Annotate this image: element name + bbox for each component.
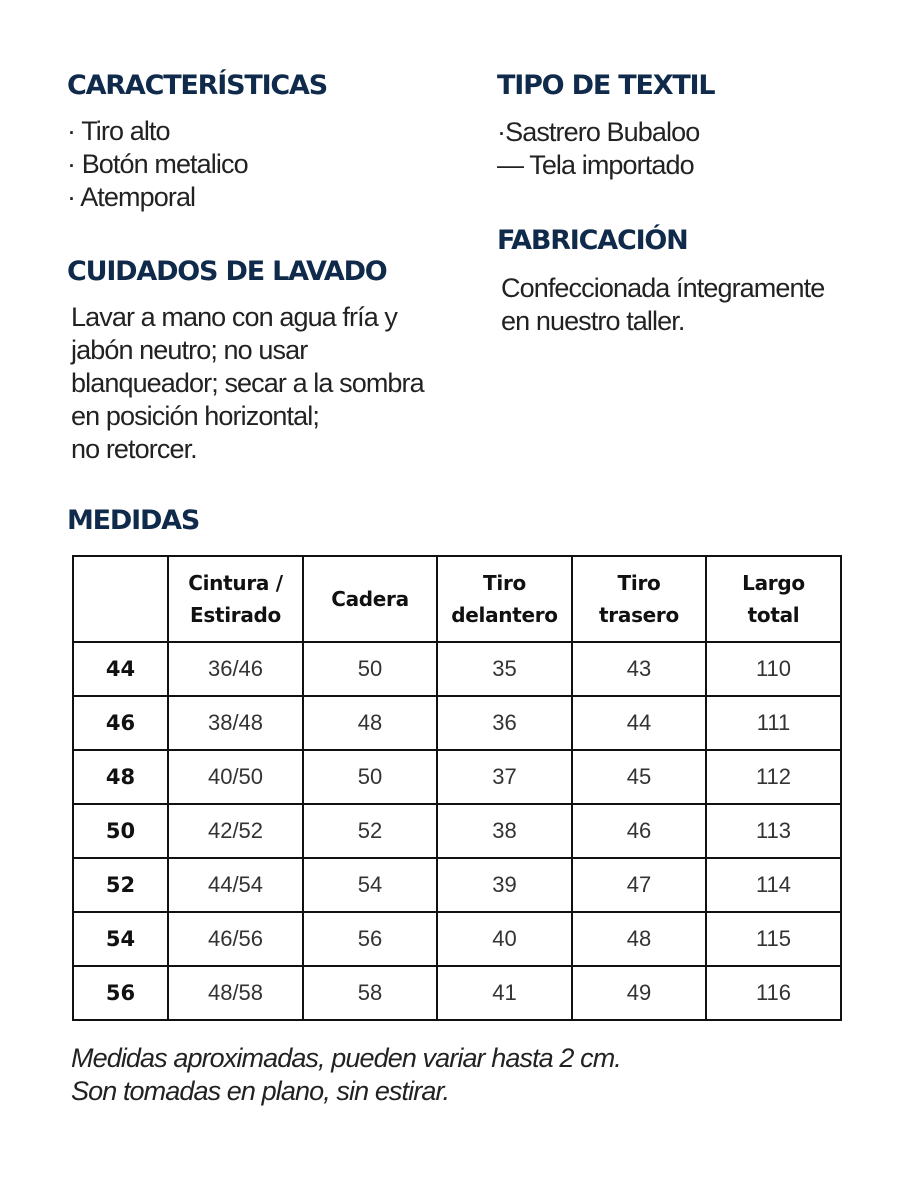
- column-header: [72, 555, 169, 643]
- measure-cell: 44/54: [167, 857, 304, 913]
- measure-cell: 116: [705, 965, 842, 1021]
- size-cell: 50: [72, 803, 169, 859]
- fabricacion-heading: FABRICACIÓN: [497, 225, 689, 256]
- measure-cell: 48/58: [167, 965, 304, 1021]
- column-header: Largo total: [705, 555, 842, 643]
- table-row: 50 42/52 52 38 46 113: [72, 803, 842, 859]
- table-row: 54 46/56 56 40 48 115: [72, 911, 842, 967]
- measure-cell: 45: [571, 749, 707, 805]
- measure-cell: 52: [302, 803, 438, 859]
- list-item: · Atemporal: [67, 182, 196, 212]
- measure-cell: 115: [705, 911, 842, 967]
- table-header-row: Cintura / Estirado Cadera Tiro delantero Ti…: [72, 555, 842, 643]
- text-line: en nuestro taller.: [501, 306, 685, 336]
- column-header: Tiro delantero: [436, 555, 573, 643]
- cuidados-text: Lavar a mano con agua fría y jabón neutr…: [71, 301, 425, 466]
- column-header: Cintura / Estirado: [167, 555, 304, 643]
- measure-cell: 114: [705, 857, 842, 913]
- text-line: no retorcer.: [71, 434, 198, 464]
- cuidados-heading: CUIDADOS DE LAVADO: [67, 256, 388, 287]
- measure-cell: 50: [302, 749, 438, 805]
- table-row: 48 40/50 50 37 45 112: [72, 749, 842, 805]
- measure-cell: 42/52: [167, 803, 304, 859]
- measure-cell: 48: [571, 911, 707, 967]
- text-line: jabón neutro; no usar: [71, 335, 308, 365]
- measure-cell: 38/48: [167, 695, 304, 751]
- table-row: 44 36/46 50 35 43 110: [72, 641, 842, 697]
- size-cell: 48: [72, 749, 169, 805]
- list-item: — Tela importado: [497, 150, 695, 180]
- measure-cell: 46: [571, 803, 707, 859]
- measure-cell: 112: [705, 749, 842, 805]
- text-line: Confeccionada íntegramente: [501, 273, 825, 303]
- column-header: Cadera: [302, 555, 438, 643]
- note-line: Son tomadas en plano, sin estirar.: [71, 1076, 450, 1106]
- size-cell: 52: [72, 857, 169, 913]
- medidas-note: Medidas aproximadas, pueden variar hasta…: [71, 1042, 622, 1108]
- measure-cell: 38: [436, 803, 573, 859]
- measure-cell: 56: [302, 911, 438, 967]
- size-cell: 44: [72, 641, 169, 697]
- measure-cell: 50: [302, 641, 438, 697]
- table-row: 46 38/48 48 36 44 111: [72, 695, 842, 751]
- measure-cell: 44: [571, 695, 707, 751]
- measure-cell: 58: [302, 965, 438, 1021]
- measure-cell: 54: [302, 857, 438, 913]
- textil-heading: TIPO DE TEXTIL: [497, 70, 716, 101]
- table-row: 52 44/54 54 39 47 114: [72, 857, 842, 913]
- caracteristicas-list: · Tiro alto · Botón metalico · Atemporal: [67, 115, 249, 214]
- textil-list: ·Sastrero Bubaloo — Tela importado: [497, 116, 700, 182]
- medidas-heading: MEDIDAS: [67, 505, 200, 536]
- measure-cell: 48: [302, 695, 438, 751]
- measure-cell: 111: [705, 695, 842, 751]
- size-cell: 54: [72, 911, 169, 967]
- text-line: en posición horizontal;: [71, 401, 320, 431]
- measure-cell: 39: [436, 857, 573, 913]
- measure-cell: 37: [436, 749, 573, 805]
- measure-cell: 36/46: [167, 641, 304, 697]
- size-cell: 56: [72, 965, 169, 1021]
- text-line: Lavar a mano con agua fría y: [71, 302, 398, 332]
- measure-cell: 40: [436, 911, 573, 967]
- list-item: · Tiro alto: [67, 116, 171, 146]
- list-item: ·Sastrero Bubaloo: [497, 117, 700, 147]
- measure-cell: 40/50: [167, 749, 304, 805]
- measure-cell: 41: [436, 965, 573, 1021]
- size-cell: 46: [72, 695, 169, 751]
- size-table: Cintura / Estirado Cadera Tiro delantero Ti…: [72, 555, 842, 1021]
- column-header: Tiro trasero: [571, 555, 707, 643]
- text-line: blanqueador; secar a la sombra: [71, 368, 425, 398]
- list-item: · Botón metalico: [67, 149, 249, 179]
- measure-cell: 36: [436, 695, 573, 751]
- measure-cell: 113: [705, 803, 842, 859]
- measure-cell: 49: [571, 965, 707, 1021]
- measure-cell: 35: [436, 641, 573, 697]
- measure-cell: 46/56: [167, 911, 304, 967]
- table-row: 56 48/58 58 41 49 116: [72, 965, 842, 1021]
- caracteristicas-heading: CARACTERÍSTICAS: [67, 70, 328, 101]
- note-line: Medidas aproximadas, pueden variar hasta…: [71, 1043, 622, 1073]
- measure-cell: 47: [571, 857, 707, 913]
- measure-cell: 110: [705, 641, 842, 697]
- measure-cell: 43: [571, 641, 707, 697]
- fabricacion-text: Confeccionada íntegramente en nuestro ta…: [501, 272, 825, 338]
